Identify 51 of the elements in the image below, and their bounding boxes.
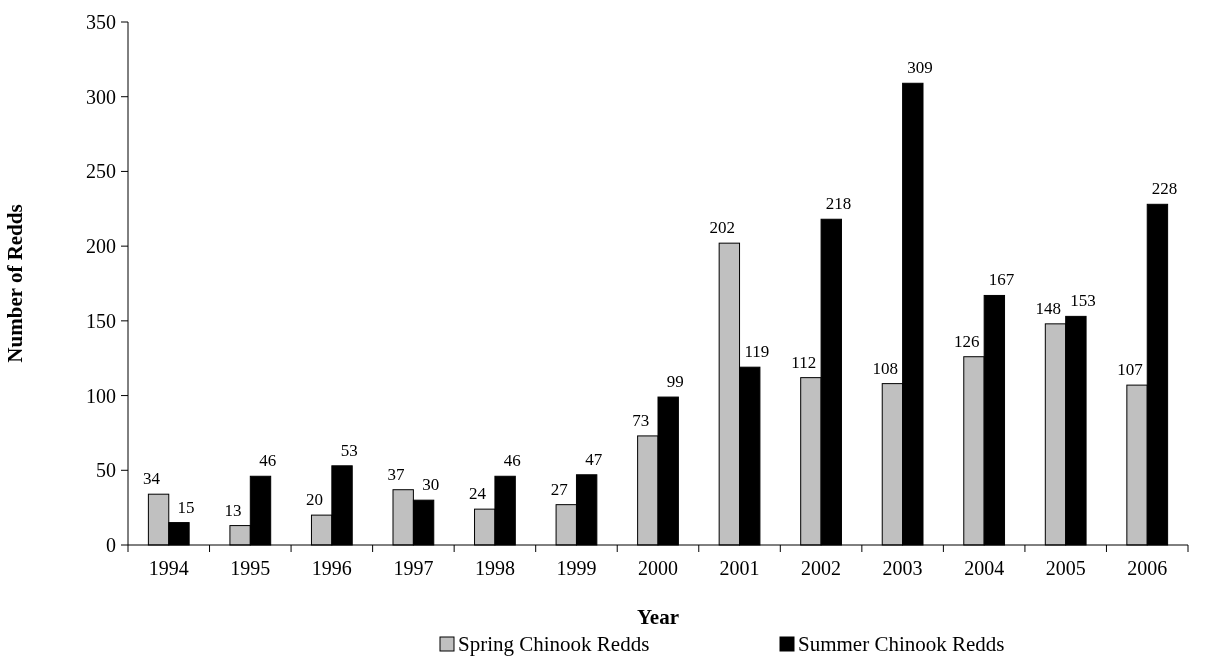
y-tick-label: 350 bbox=[86, 11, 116, 33]
data-label: 24 bbox=[469, 484, 487, 504]
y-tick-label: 0 bbox=[106, 534, 116, 556]
x-tick-label: 2004 bbox=[964, 557, 1005, 579]
data-label: 47 bbox=[585, 449, 603, 469]
x-tick-label: 2001 bbox=[719, 557, 760, 579]
x-tick-label: 2000 bbox=[638, 557, 678, 579]
data-label: 20 bbox=[306, 490, 324, 510]
y-axis-title: Number of Redds bbox=[3, 204, 27, 363]
data-label: 46 bbox=[259, 451, 277, 471]
legend-label: Summer Chinook Redds bbox=[798, 632, 1005, 656]
x-axis-title: Year bbox=[637, 605, 679, 629]
x-tick-label: 1999 bbox=[556, 557, 597, 579]
x-tick-label: 1995 bbox=[230, 557, 271, 579]
data-label: 126 bbox=[954, 331, 980, 351]
data-label: 218 bbox=[825, 194, 852, 214]
data-label: 73 bbox=[632, 410, 650, 430]
data-label: 107 bbox=[1117, 360, 1144, 380]
y-tick-label: 300 bbox=[86, 85, 116, 108]
data-label: 13 bbox=[224, 500, 242, 520]
y-tick-label: 50 bbox=[96, 459, 116, 482]
data-label: 30 bbox=[422, 475, 440, 495]
y-tick-label: 250 bbox=[86, 160, 116, 183]
data-label: 148 bbox=[1035, 298, 1062, 318]
data-label: 53 bbox=[340, 440, 358, 460]
data-label: 37 bbox=[387, 464, 406, 484]
data-label: 15 bbox=[177, 497, 195, 517]
data-label: 108 bbox=[872, 358, 899, 378]
x-tick-label: 1997 bbox=[393, 557, 434, 579]
data-label: 167 bbox=[988, 270, 1015, 290]
data-label: 46 bbox=[503, 451, 521, 471]
x-tick-label: 2005 bbox=[1045, 557, 1086, 579]
x-tick-label: 2003 bbox=[882, 557, 923, 579]
data-label: 202 bbox=[709, 218, 735, 238]
y-tick-label: 200 bbox=[86, 235, 116, 258]
x-tick-label: 1994 bbox=[148, 557, 189, 579]
x-tick-label: 2006 bbox=[1127, 557, 1168, 579]
data-label: 228 bbox=[1151, 179, 1178, 199]
y-tick-label: 100 bbox=[86, 384, 116, 407]
data-label: 99 bbox=[666, 372, 684, 392]
y-tick-label: 150 bbox=[86, 309, 116, 332]
data-label: 153 bbox=[1070, 291, 1096, 311]
data-label: 112 bbox=[791, 352, 817, 372]
data-label: 119 bbox=[744, 342, 770, 362]
legend-label: Spring Chinook Redds bbox=[458, 632, 650, 656]
x-tick-label: 1998 bbox=[474, 557, 515, 579]
data-label: 309 bbox=[907, 58, 933, 78]
data-label: 27 bbox=[550, 479, 569, 499]
x-tick-label: 2002 bbox=[801, 557, 842, 579]
data-label: 34 bbox=[142, 469, 161, 489]
x-tick-label: 1996 bbox=[311, 557, 352, 579]
